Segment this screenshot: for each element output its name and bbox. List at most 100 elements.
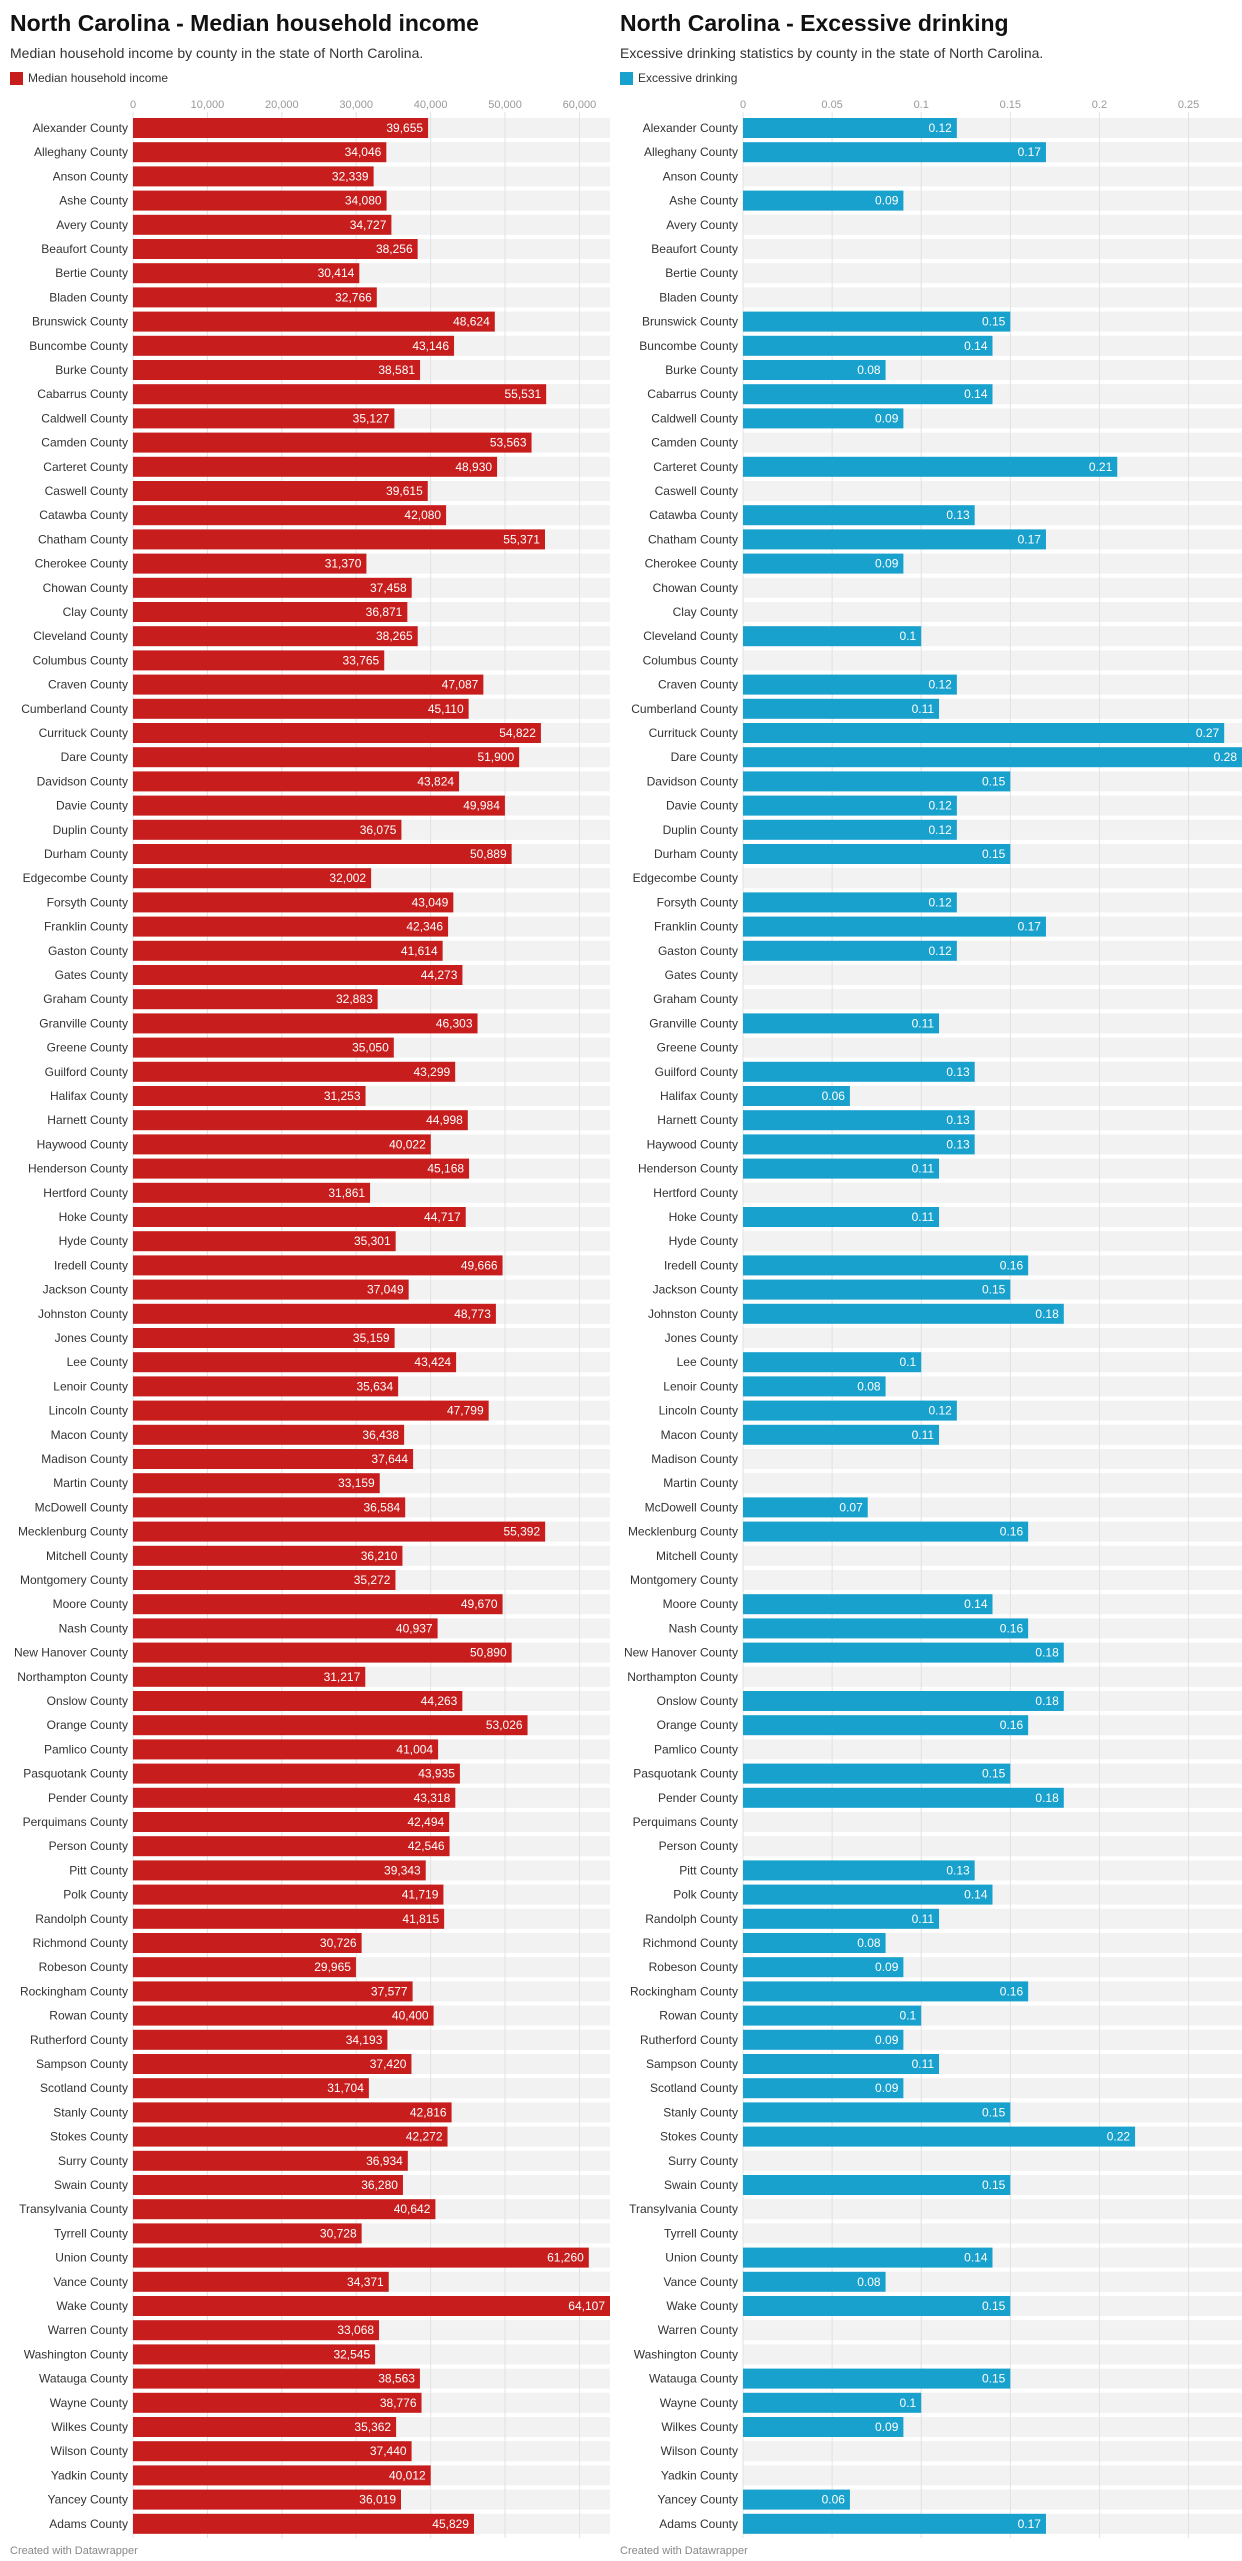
value-label: 33,068 xyxy=(337,2323,374,2337)
value-label: 0.18 xyxy=(1035,1694,1059,1708)
row-background xyxy=(743,2150,1242,2171)
bar xyxy=(133,1933,362,1953)
row-background xyxy=(743,1812,1242,1832)
chart-title: North Carolina - Median household income xyxy=(10,10,479,36)
category-label: Mecklenburg County xyxy=(628,1525,738,1539)
category-label: Iredell County xyxy=(54,1258,128,1272)
bar xyxy=(133,1231,396,1252)
row-background xyxy=(743,239,1242,259)
category-label: Macon County xyxy=(661,1428,738,1442)
bar xyxy=(743,2271,886,2292)
value-label: 42,816 xyxy=(410,2105,447,2119)
category-label: Bertie County xyxy=(665,266,738,280)
value-label: 40,022 xyxy=(389,1137,426,1151)
value-label: 36,075 xyxy=(360,823,397,837)
value-label: 47,087 xyxy=(442,678,479,692)
bar xyxy=(133,2368,420,2389)
category-label: Franklin County xyxy=(44,920,128,934)
category-label: Chowan County xyxy=(653,581,738,595)
value-label: 0.11 xyxy=(912,2057,935,2071)
bar xyxy=(743,2296,1011,2316)
category-label: Swain County xyxy=(54,2178,128,2192)
category-label: McDowell County xyxy=(645,1500,738,1514)
bar xyxy=(743,1933,886,1953)
value-label: 0.17 xyxy=(1018,2517,1042,2531)
category-label: Person County xyxy=(49,1839,128,1853)
value-label: 0.11 xyxy=(912,1162,935,1176)
value-label: 41,004 xyxy=(396,1742,433,1756)
category-label: Stanly County xyxy=(53,2105,128,2119)
bar xyxy=(133,965,463,985)
category-label: Pitt County xyxy=(69,1863,128,1877)
category-label: Granville County xyxy=(39,1016,128,1030)
bar xyxy=(133,1787,456,1808)
category-label: Hyde County xyxy=(669,1234,738,1248)
bar xyxy=(133,674,484,695)
value-label: 0.28 xyxy=(1214,750,1238,764)
category-label: Alleghany County xyxy=(34,145,128,159)
value-label: 53,563 xyxy=(490,436,527,450)
category-label: Polk County xyxy=(673,1888,738,1902)
category-label: Brunswick County xyxy=(32,315,128,329)
category-label: Ashe County xyxy=(669,194,738,208)
value-label: 30,726 xyxy=(320,1936,357,1950)
bar xyxy=(743,2175,1011,2195)
bar xyxy=(133,2271,389,2292)
value-label: 41,719 xyxy=(402,1888,439,1902)
bar xyxy=(743,771,1011,792)
value-label: 0.08 xyxy=(857,363,881,377)
row-background xyxy=(743,263,1242,284)
value-label: 43,299 xyxy=(413,1065,450,1079)
value-label: 36,019 xyxy=(359,2493,396,2507)
value-label: 0.15 xyxy=(982,315,1006,329)
category-label: Adams County xyxy=(49,2517,128,2531)
category-label: Tyrrell County xyxy=(54,2226,128,2240)
bar xyxy=(133,166,374,187)
value-label: 0.14 xyxy=(964,1597,988,1611)
value-label: 0.11 xyxy=(912,1912,935,1926)
category-label: Henderson County xyxy=(28,1162,128,1176)
bar xyxy=(133,1836,450,1857)
category-label: Craven County xyxy=(658,678,738,692)
category-label: Durham County xyxy=(654,847,738,861)
bar xyxy=(133,698,469,719)
bar xyxy=(743,819,957,840)
category-label: Tyrrell County xyxy=(664,2226,738,2240)
category-label: Macon County xyxy=(51,1428,128,1442)
bar xyxy=(133,1376,399,1397)
category-label: Catawba County xyxy=(39,508,128,522)
category-label: Durham County xyxy=(44,847,128,861)
bar xyxy=(133,263,360,284)
row-background xyxy=(743,1449,1242,1469)
category-label: Mecklenburg County xyxy=(18,1525,128,1539)
category-label: Scotland County xyxy=(650,2081,738,2095)
category-label: Carteret County xyxy=(43,460,128,474)
category-label: Forsyth County xyxy=(657,895,738,909)
category-label: Burke County xyxy=(665,363,738,377)
row-background xyxy=(743,868,1242,889)
category-label: Nash County xyxy=(59,1621,128,1635)
bar xyxy=(133,408,395,429)
bar xyxy=(743,1787,1064,1808)
bar xyxy=(133,239,418,259)
value-label: 0.08 xyxy=(857,1936,881,1950)
category-label: Gaston County xyxy=(658,944,738,958)
value-label: 44,717 xyxy=(424,1210,461,1224)
bar xyxy=(133,1618,438,1639)
value-label: 39,655 xyxy=(386,121,423,135)
bar xyxy=(133,2175,403,2195)
x-tick-label: 0 xyxy=(130,99,136,111)
value-label: 36,210 xyxy=(361,1549,398,1563)
category-label: Caldwell County xyxy=(41,411,128,425)
value-label: 51,900 xyxy=(477,750,514,764)
bar xyxy=(133,1594,503,1615)
category-label: Craven County xyxy=(48,678,128,692)
x-tick-label: 0.15 xyxy=(1000,99,1021,111)
bar xyxy=(133,311,495,332)
value-label: 32,339 xyxy=(332,169,369,183)
category-label: Mitchell County xyxy=(656,1549,738,1563)
bar xyxy=(133,1279,409,1300)
category-label: Rowan County xyxy=(659,2009,738,2023)
bar xyxy=(133,1739,439,1760)
value-label: 0.09 xyxy=(875,194,899,208)
